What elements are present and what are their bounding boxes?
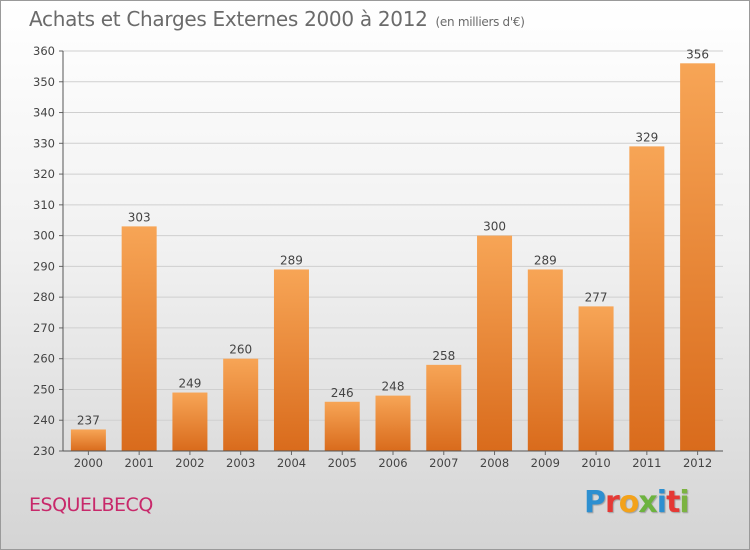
bars: [70, 63, 716, 452]
data-label: 260: [229, 343, 252, 357]
y-tick-label: 240: [33, 413, 55, 427]
bar[interactable]: [680, 63, 716, 452]
data-label: 237: [77, 413, 100, 427]
x-tick-label: 2004: [277, 456, 306, 470]
chart-unit: (en milliers d'€): [435, 15, 525, 29]
data-label: 356: [686, 47, 709, 61]
y-tick-label: 290: [33, 259, 55, 273]
bar[interactable]: [527, 269, 563, 451]
x-tick-label: 2006: [378, 456, 407, 470]
bar[interactable]: [172, 392, 208, 451]
logo-letter: r: [605, 485, 620, 520]
data-label: 289: [534, 253, 557, 267]
commune-name: ESQUELBECQ: [29, 494, 153, 516]
data-label: 277: [585, 290, 608, 304]
logo-letter: x: [638, 485, 657, 520]
bar[interactable]: [426, 364, 462, 451]
bar[interactable]: [223, 358, 259, 451]
y-tick-label: 310: [33, 198, 55, 212]
data-label: 248: [382, 380, 405, 394]
x-tick-label: 2010: [581, 456, 610, 470]
x-tick-label: 2007: [429, 456, 458, 470]
x-tick-label: 2008: [480, 456, 509, 470]
y-tick-label: 360: [33, 44, 55, 58]
y-tick-label: 320: [33, 167, 55, 181]
bar[interactable]: [70, 429, 106, 451]
y-tick-label: 280: [33, 290, 55, 304]
y-tick-label: 300: [33, 229, 55, 243]
chart-title-text: Achats et Charges Externes 2000 à 2012: [29, 7, 428, 31]
data-labels: 237 303 249 260 289 246 248 258 300 289 277 329 356: [77, 47, 709, 427]
data-label: 303: [128, 210, 151, 224]
data-label: 249: [178, 377, 201, 391]
logo-letter: o: [618, 485, 640, 520]
proxiti-logo[interactable]: Proxiti: [584, 485, 690, 520]
data-label: 258: [432, 349, 455, 363]
y-tick-label: 350: [33, 75, 55, 89]
chart-title: Achats et Charges Externes 2000 à 2012 (e…: [29, 7, 525, 31]
bar[interactable]: [121, 226, 157, 451]
x-tick-label: 2012: [683, 456, 712, 470]
data-label: 246: [331, 386, 354, 400]
data-label: 300: [483, 220, 506, 234]
x-tick-label: 2000: [74, 456, 103, 470]
x-tick-label: 2003: [226, 456, 255, 470]
y-tick-label: 250: [33, 382, 55, 396]
bar[interactable]: [273, 269, 309, 451]
x-tick-label: 2009: [531, 456, 560, 470]
x-tick-label: 2005: [328, 456, 357, 470]
logo-letter: i: [656, 485, 667, 520]
data-label: 329: [635, 130, 658, 144]
y-tick-label: 330: [33, 136, 55, 150]
x-tick-label: 2002: [175, 456, 204, 470]
y-tick-label: 260: [33, 352, 55, 366]
y-tick-label: 230: [33, 444, 55, 458]
y-tick-label: 270: [33, 321, 55, 335]
bar[interactable]: [324, 401, 360, 451]
logo-letter: P: [584, 485, 606, 520]
logo-letter: t: [666, 485, 680, 520]
bar[interactable]: [629, 146, 665, 451]
x-tick-label: 2011: [632, 456, 661, 470]
bar[interactable]: [578, 306, 614, 451]
bar[interactable]: [477, 235, 513, 451]
bar[interactable]: [375, 395, 411, 451]
logo-letter: i: [679, 485, 689, 520]
x-tick-label: 2001: [125, 456, 154, 470]
data-label: 289: [280, 253, 303, 267]
y-tick-label: 340: [33, 106, 55, 120]
axes: 230 240 250 260 270 280 290 300 310 320 330 340 350 3…: [33, 44, 723, 470]
